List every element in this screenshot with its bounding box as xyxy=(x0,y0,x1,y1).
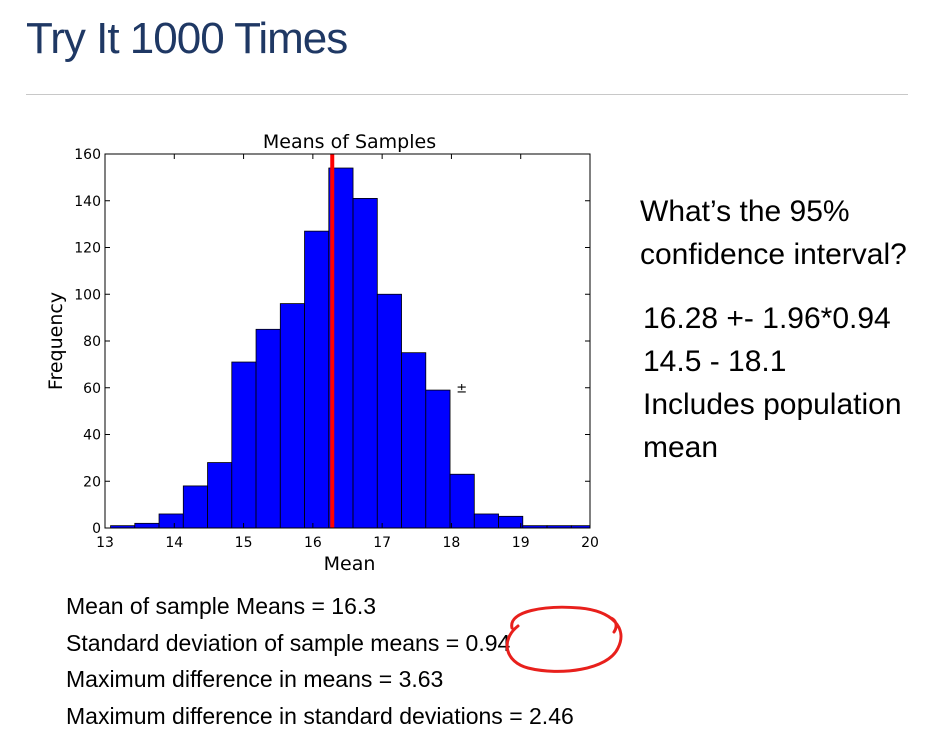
histogram-bar xyxy=(352,198,378,529)
answer-formula: 16.28 +- 1.96*0.94 xyxy=(643,302,891,335)
histogram-bar xyxy=(304,230,330,529)
histogram-bar xyxy=(376,293,402,529)
histogram-bar xyxy=(279,303,305,529)
x-tick-label: 18 xyxy=(443,535,461,551)
chart-title: Means of Samples xyxy=(263,131,436,153)
histogram-bar xyxy=(134,522,160,529)
summary-statistics: Mean of sample Means = 16.3 Standard dev… xyxy=(66,588,766,734)
question-line-1: What’s the 95% xyxy=(640,195,850,228)
x-tick-label: 14 xyxy=(165,535,183,551)
x-tick-label: 16 xyxy=(304,535,322,551)
histogram-bar xyxy=(425,389,451,529)
histogram-bar xyxy=(255,328,281,529)
confidence-interval-question: What’s the 95% confidence interval? xyxy=(640,190,940,276)
x-tick-label: 20 xyxy=(581,535,599,551)
y-tick-label: 60 xyxy=(83,381,101,397)
histogram-bar xyxy=(473,513,499,529)
x-tick-label: 13 xyxy=(96,535,114,551)
answer-range: 14.5 - 18.1 xyxy=(643,345,787,378)
title-divider xyxy=(26,94,908,95)
histogram-bar xyxy=(182,485,208,529)
y-tick-label: 120 xyxy=(74,241,101,257)
stat-mean-of-means: Mean of sample Means = 16.3 xyxy=(66,593,377,619)
stat-max-diff-std: Maximum difference in standard deviation… xyxy=(66,702,574,729)
y-tick-label: 0 xyxy=(92,521,101,537)
y-tick-label: 140 xyxy=(74,194,101,210)
y-tick-label: 160 xyxy=(74,147,101,163)
y-tick-label: 100 xyxy=(74,287,101,303)
confidence-interval-answer: 16.28 +- 1.96*0.94 14.5 - 18.1 Includes … xyxy=(643,297,943,469)
plus-minus-annotation: ± xyxy=(456,381,467,396)
slide-title: Try It 1000 Times xyxy=(26,14,348,63)
stat-std-of-means: Standard deviation of sample means = 0.9… xyxy=(66,629,511,656)
y-tick-label: 40 xyxy=(83,428,101,444)
x-tick-label: 15 xyxy=(235,535,253,551)
question-line-2: confidence interval? xyxy=(640,238,907,271)
y-tick-label: 80 xyxy=(83,334,101,350)
y-tick-label: 20 xyxy=(83,474,101,490)
histogram-bar xyxy=(231,361,257,529)
y-axis-label: Frequency xyxy=(45,292,67,390)
histogram-bar xyxy=(158,513,184,529)
answer-conclusion-line-1: Includes population xyxy=(643,388,902,421)
answer-conclusion-line-2: mean xyxy=(643,431,719,464)
x-tick-label: 19 xyxy=(512,535,530,551)
x-axis-label: Mean xyxy=(324,553,376,575)
x-tick-label: 17 xyxy=(373,535,391,551)
histogram-bar xyxy=(449,473,475,529)
stat-max-diff-means: Maximum difference in means = 3.63 xyxy=(66,666,444,692)
histogram-bar xyxy=(401,352,427,529)
histogram-bar xyxy=(207,462,233,529)
histogram-bar xyxy=(498,515,524,529)
